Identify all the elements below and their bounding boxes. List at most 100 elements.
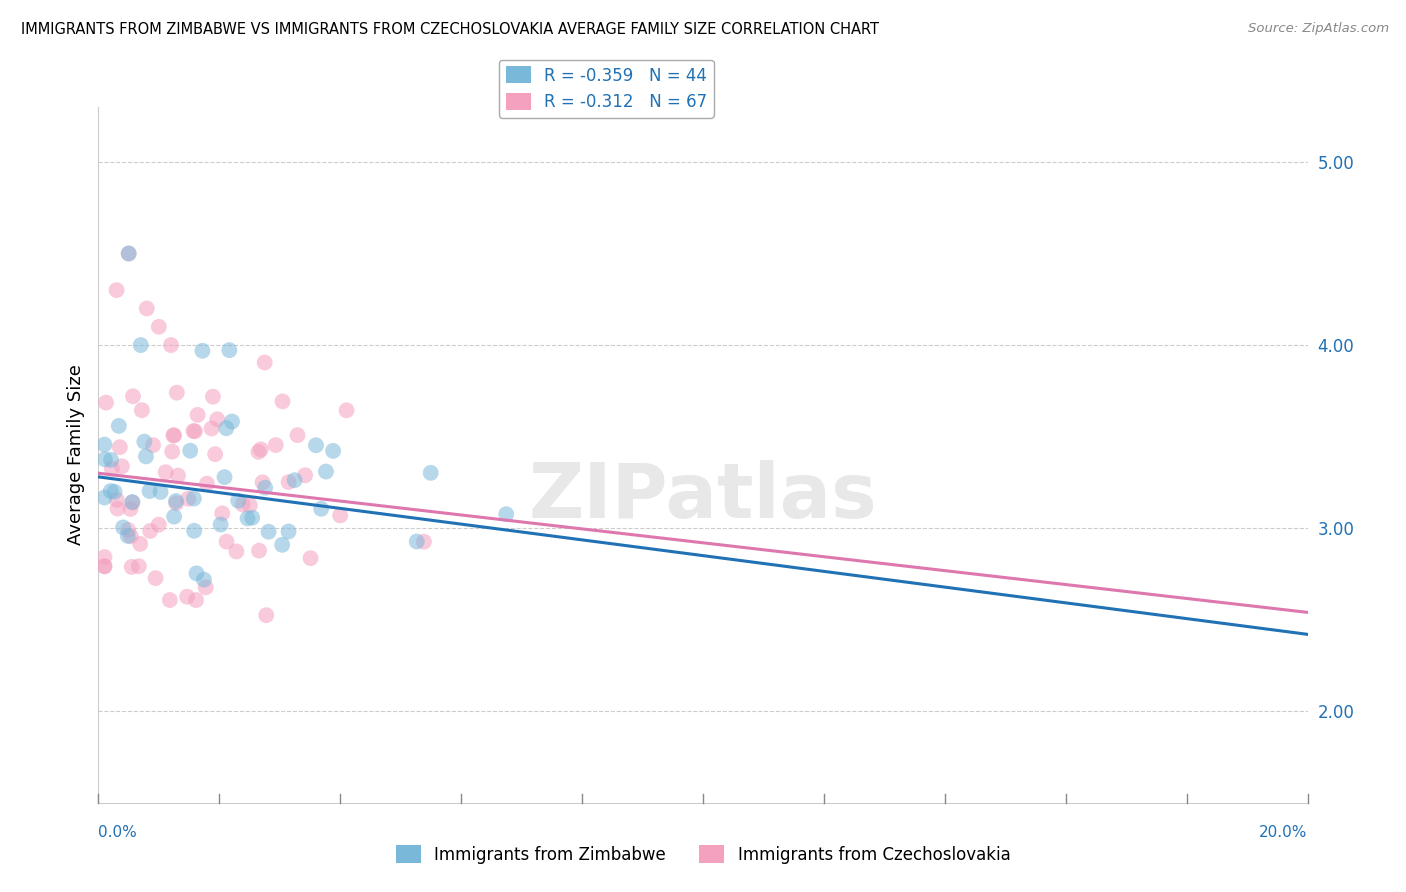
Immigrants from Zimbabwe — [240, 510, 263, 524]
Immigrants from Zimbabwe — [284, 473, 307, 487]
Immigrants from Zimbabwe — [193, 573, 215, 587]
Immigrants from Czechoslovakia — [135, 301, 157, 316]
Immigrants from Czechoslovakia — [183, 424, 205, 438]
Immigrants from Czechoslovakia — [207, 412, 229, 426]
Immigrants from Czechoslovakia — [105, 492, 128, 507]
Immigrants from Czechoslovakia — [232, 498, 254, 512]
Immigrants from Zimbabwe — [118, 246, 141, 260]
Immigrants from Zimbabwe — [134, 434, 156, 449]
Immigrants from Zimbabwe — [221, 415, 243, 429]
Immigrants from Zimbabwe — [112, 520, 135, 534]
Immigrants from Czechoslovakia — [253, 355, 276, 369]
Immigrants from Czechoslovakia — [131, 403, 153, 417]
Immigrants from Zimbabwe — [254, 481, 277, 495]
Immigrants from Zimbabwe — [108, 418, 131, 433]
Immigrants from Zimbabwe — [183, 491, 205, 506]
Immigrants from Czechoslovakia — [162, 428, 184, 442]
Immigrants from Czechoslovakia — [211, 507, 233, 521]
Immigrants from Zimbabwe — [315, 465, 337, 479]
Immigrants from Czechoslovakia — [195, 476, 218, 491]
Immigrants from Zimbabwe — [405, 534, 427, 549]
Immigrants from Czechoslovakia — [159, 593, 181, 607]
Immigrants from Czechoslovakia — [120, 529, 142, 543]
Immigrants from Czechoslovakia — [167, 468, 190, 483]
Immigrants from Czechoslovakia — [148, 517, 170, 532]
Immigrants from Czechoslovakia — [271, 394, 294, 409]
Immigrants from Czechoslovakia — [94, 395, 117, 409]
Immigrants from Czechoslovakia — [118, 246, 141, 260]
Immigrants from Czechoslovakia — [299, 551, 322, 566]
Immigrants from Czechoslovakia — [121, 495, 143, 509]
Immigrants from Czechoslovakia — [194, 580, 217, 594]
Immigrants from Zimbabwe — [93, 437, 115, 451]
Immigrants from Zimbabwe — [121, 495, 143, 509]
Immigrants from Czechoslovakia — [247, 445, 270, 459]
Immigrants from Czechoslovakia — [215, 534, 238, 549]
Immigrants from Zimbabwe — [226, 493, 249, 508]
Immigrants from Zimbabwe — [309, 501, 332, 516]
Immigrants from Czechoslovakia — [184, 593, 207, 607]
Legend: R = -0.359   N = 44, R = -0.312   N = 67: R = -0.359 N = 44, R = -0.312 N = 67 — [499, 60, 714, 118]
Immigrants from Czechoslovakia — [335, 403, 357, 417]
Immigrants from Czechoslovakia — [160, 444, 183, 458]
Text: 0.0%: 0.0% — [98, 825, 138, 839]
Immigrants from Czechoslovakia — [184, 424, 207, 438]
Immigrants from Czechoslovakia — [148, 319, 170, 334]
Immigrants from Czechoslovakia — [163, 428, 186, 442]
Immigrants from Zimbabwe — [179, 443, 201, 458]
Immigrants from Czechoslovakia — [121, 560, 143, 574]
Immigrants from Zimbabwe — [183, 524, 205, 538]
Immigrants from Czechoslovakia — [93, 549, 115, 564]
Immigrants from Zimbabwe — [186, 566, 208, 581]
Immigrants from Czechoslovakia — [329, 508, 352, 523]
Legend: Immigrants from Zimbabwe, Immigrants from Czechoslovakia: Immigrants from Zimbabwe, Immigrants fro… — [389, 838, 1017, 871]
Immigrants from Czechoslovakia — [177, 491, 200, 506]
Immigrants from Zimbabwe — [209, 517, 232, 532]
Immigrants from Zimbabwe — [135, 450, 157, 464]
Immigrants from Czechoslovakia — [254, 608, 277, 623]
Immigrants from Czechoslovakia — [117, 523, 139, 537]
Immigrants from Zimbabwe — [94, 452, 117, 467]
Immigrants from Zimbabwe — [100, 483, 122, 498]
Immigrants from Czechoslovakia — [107, 501, 129, 516]
Immigrants from Czechoslovakia — [139, 524, 162, 538]
Immigrants from Czechoslovakia — [201, 390, 224, 404]
Immigrants from Czechoslovakia — [120, 502, 142, 516]
Text: 20.0%: 20.0% — [1260, 825, 1308, 839]
Text: IMMIGRANTS FROM ZIMBABWE VS IMMIGRANTS FROM CZECHOSLOVAKIA AVERAGE FAMILY SIZE C: IMMIGRANTS FROM ZIMBABWE VS IMMIGRANTS F… — [21, 22, 879, 37]
Immigrants from Czechoslovakia — [176, 590, 198, 604]
Immigrants from Czechoslovakia — [93, 559, 115, 574]
Immigrants from Czechoslovakia — [287, 428, 309, 442]
Immigrants from Czechoslovakia — [105, 283, 128, 297]
Immigrants from Zimbabwe — [117, 529, 139, 543]
Immigrants from Zimbabwe — [271, 538, 294, 552]
Immigrants from Zimbabwe — [495, 507, 517, 521]
Immigrants from Czechoslovakia — [413, 534, 436, 549]
Immigrants from Czechoslovakia — [129, 537, 152, 551]
Immigrants from Czechoslovakia — [239, 499, 262, 513]
Immigrants from Czechoslovakia — [250, 442, 273, 457]
Immigrants from Zimbabwe — [214, 470, 236, 484]
Immigrants from Zimbabwe — [163, 509, 186, 524]
Immigrants from Czechoslovakia — [142, 438, 165, 452]
Immigrants from Zimbabwe — [93, 491, 115, 505]
Y-axis label: Average Family Size: Average Family Size — [66, 365, 84, 545]
Immigrants from Czechoslovakia — [247, 543, 270, 558]
Immigrants from Czechoslovakia — [166, 385, 188, 400]
Immigrants from Czechoslovakia — [165, 496, 187, 510]
Immigrants from Zimbabwe — [191, 343, 214, 358]
Immigrants from Czechoslovakia — [108, 440, 131, 454]
Immigrants from Czechoslovakia — [294, 468, 316, 483]
Immigrants from Czechoslovakia — [155, 465, 177, 479]
Immigrants from Czechoslovakia — [111, 459, 134, 474]
Immigrants from Zimbabwe — [322, 444, 344, 458]
Immigrants from Zimbabwe — [129, 338, 152, 352]
Immigrants from Zimbabwe — [103, 484, 125, 499]
Immigrants from Czechoslovakia — [128, 559, 150, 574]
Immigrants from Zimbabwe — [257, 524, 280, 539]
Immigrants from Czechoslovakia — [160, 338, 183, 352]
Immigrants from Czechoslovakia — [187, 408, 209, 422]
Immigrants from Zimbabwe — [277, 524, 299, 539]
Immigrants from Czechoslovakia — [225, 544, 247, 558]
Text: ZIPatlas: ZIPatlas — [529, 459, 877, 533]
